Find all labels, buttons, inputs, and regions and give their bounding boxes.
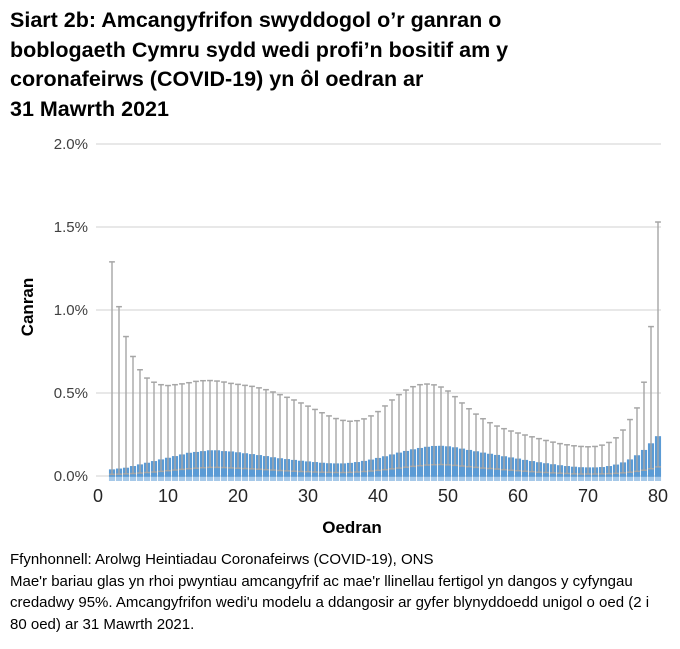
title-line-2: boblogaeth Cymru sydd wedi profi’n bosit… (10, 37, 509, 62)
y-tick-label: 0.5% (54, 385, 88, 402)
x-tick-label: 50 (438, 486, 458, 506)
source-text: Ffynhonnell: Arolwg Heintiadau Coronafei… (10, 551, 434, 568)
x-tick-label: 20 (228, 486, 248, 506)
x-axis-title: Oedran (322, 518, 382, 537)
bar (108, 469, 116, 481)
title-line-3: coronafeirws (COVID-19) yn ôl oedran ar (10, 67, 424, 91)
y-tick-label: 1.0% (54, 302, 88, 319)
note-text: Mae'r bariau glas yn rhoi pwyntiau amcan… (10, 572, 650, 633)
y-axis-title: Canran (18, 278, 37, 337)
title-line-4: 31 Mawrth 2021 (10, 96, 169, 121)
baseline-fade (105, 476, 665, 482)
x-tick-label: 80 (648, 486, 668, 506)
x-tick-label: 0 (93, 486, 103, 506)
x-tick-label: 10 (158, 486, 178, 506)
y-tick-label: 2.0% (54, 136, 88, 153)
x-tick-label: 30 (298, 486, 318, 506)
chart-title: Siart 2b: Amcangyfrifon swyddogol o’r ga… (10, 6, 650, 124)
y-tick-label: 0.0% (54, 468, 88, 485)
x-tick-label: 70 (578, 486, 598, 506)
x-tick-label: 40 (368, 486, 388, 506)
chart-footnote: Ffynhonnell: Arolwg Heintiadau Coronafei… (10, 549, 666, 635)
y-tick-label: 1.5% (54, 219, 88, 236)
chart-svg: 0.0% 0.5% 1.0% 1.5% 2.0% 0 10 20 30 40 50 60 70 80 Oed… (18, 136, 668, 537)
x-tick-label: 60 (508, 486, 528, 506)
title-line-1: Siart 2b: Amcangyfrifon swyddogol o’r ga… (10, 8, 502, 32)
chart-area: 0.0% 0.5% 1.0% 1.5% 2.0% 0 10 20 30 40 50 60 70 80 Oed… (0, 135, 680, 545)
